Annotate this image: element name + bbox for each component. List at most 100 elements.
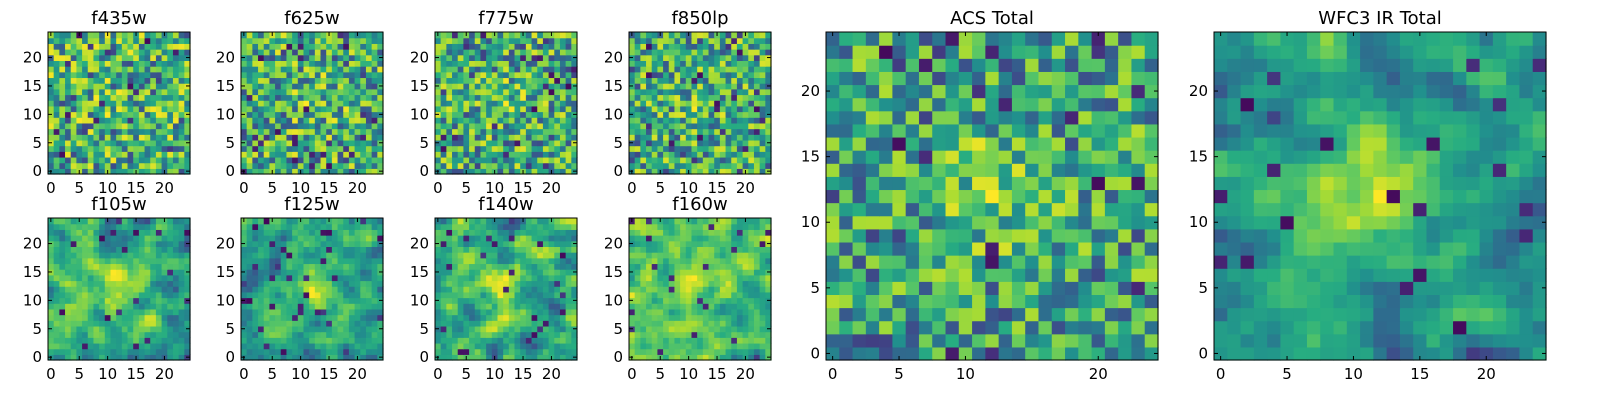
heatmap-cell [548, 162, 555, 169]
heatmap-cell [457, 122, 464, 130]
heatmap-cell [571, 246, 578, 253]
heatmap-cell [748, 88, 755, 96]
heatmap-cell [93, 286, 100, 293]
heatmap-cell [280, 223, 288, 230]
heatmap-cell [542, 71, 550, 79]
heatmap-cell [93, 139, 100, 147]
heatmap-cell [514, 37, 521, 44]
heatmap-cell [765, 337, 772, 344]
heatmap-cell [138, 117, 146, 124]
heatmap-cell [725, 139, 732, 147]
heatmap-cell [571, 320, 578, 327]
heatmap-cell [714, 314, 721, 321]
heatmap-cell [269, 240, 276, 247]
heatmap-cell [343, 274, 350, 282]
heatmap-cell [503, 94, 510, 101]
heatmap-cell [161, 297, 168, 304]
heatmap-cell [657, 162, 664, 169]
heatmap-cell [303, 54, 310, 61]
heatmap-cell [241, 229, 248, 236]
heatmap-cell [435, 235, 442, 242]
heatmap-cell [697, 32, 704, 39]
heatmap-cell [742, 145, 749, 152]
heatmap-cell [742, 286, 749, 293]
heatmap-cell [82, 117, 89, 124]
heatmap-cell [99, 111, 106, 118]
heatmap-cell [651, 291, 658, 299]
heatmap-cell [435, 71, 442, 79]
heatmap-cell [377, 252, 384, 259]
heatmap-cell [452, 111, 459, 118]
heatmap-cell [241, 331, 248, 338]
heatmap-cell [178, 43, 185, 50]
heatmap-cell [161, 280, 168, 287]
heatmap-cell [365, 274, 373, 282]
heatmap-cell [150, 303, 157, 310]
heatmap-cell [320, 128, 327, 135]
heatmap-cell [537, 331, 544, 338]
heatmap-cell [133, 105, 140, 113]
heatmap-cell [753, 117, 761, 124]
heatmap-cell [70, 291, 77, 299]
heatmap-cell [65, 269, 72, 276]
heatmap-cell [275, 151, 282, 158]
x-tick-label: 10 [291, 365, 310, 383]
heatmap-cell [275, 297, 282, 304]
heatmap-cell [65, 325, 72, 333]
heatmap-cell [748, 128, 755, 135]
heatmap-cell [297, 88, 305, 96]
heatmap-cell [719, 139, 727, 147]
heatmap-cell [320, 342, 327, 350]
heatmap-cell [99, 246, 106, 253]
heatmap-cell [542, 145, 550, 152]
heatmap-cell [292, 168, 299, 175]
heatmap-cell [765, 303, 772, 310]
heatmap-cell [155, 303, 163, 310]
heatmap-cell [76, 60, 83, 67]
heatmap-cell [542, 354, 550, 361]
heatmap-cell [241, 66, 248, 73]
heatmap-cell [110, 83, 117, 90]
heatmap-cell [87, 83, 95, 90]
heatmap-cell [320, 320, 327, 327]
heatmap-cell [252, 83, 259, 90]
heatmap-cell [559, 60, 567, 67]
heatmap-cell [53, 223, 60, 230]
heatmap-cell [99, 151, 106, 158]
heatmap-cell [571, 105, 578, 113]
heatmap-cell [719, 105, 727, 113]
heatmap-cell [753, 66, 761, 73]
heatmap-cell [702, 168, 710, 175]
heatmap-cell [138, 314, 146, 321]
heatmap-cell [331, 71, 339, 79]
heatmap-cell [548, 331, 555, 338]
heatmap-cell [503, 32, 510, 39]
heatmap-cell [452, 303, 459, 310]
heatmap-cell [469, 49, 476, 56]
heatmap-cell [354, 257, 361, 265]
heatmap-cell [93, 60, 100, 67]
heatmap-cell [104, 139, 112, 147]
heatmap-cell [640, 88, 647, 96]
heatmap-cell [184, 286, 191, 293]
heatmap-cell [65, 218, 72, 225]
heatmap-cell [116, 111, 123, 118]
heatmap-cell [377, 314, 384, 321]
heatmap-cell [640, 77, 647, 84]
heatmap-cell [121, 218, 129, 225]
heatmap-cell [360, 168, 367, 175]
heatmap-cell [702, 308, 710, 316]
heatmap-cell [76, 342, 83, 350]
heatmap-cell [377, 342, 384, 350]
heatmap-cell [70, 111, 77, 118]
heatmap-cell [491, 145, 499, 152]
heatmap-cell [634, 71, 641, 79]
heatmap-cell [748, 291, 755, 299]
heatmap-cell [320, 145, 327, 152]
heatmap-cell [167, 257, 174, 265]
heatmap-cell [668, 37, 676, 44]
heatmap-cell [503, 54, 510, 61]
heatmap-cell [457, 111, 464, 118]
heatmap-cell [708, 71, 715, 79]
heatmap-cell [269, 263, 276, 270]
